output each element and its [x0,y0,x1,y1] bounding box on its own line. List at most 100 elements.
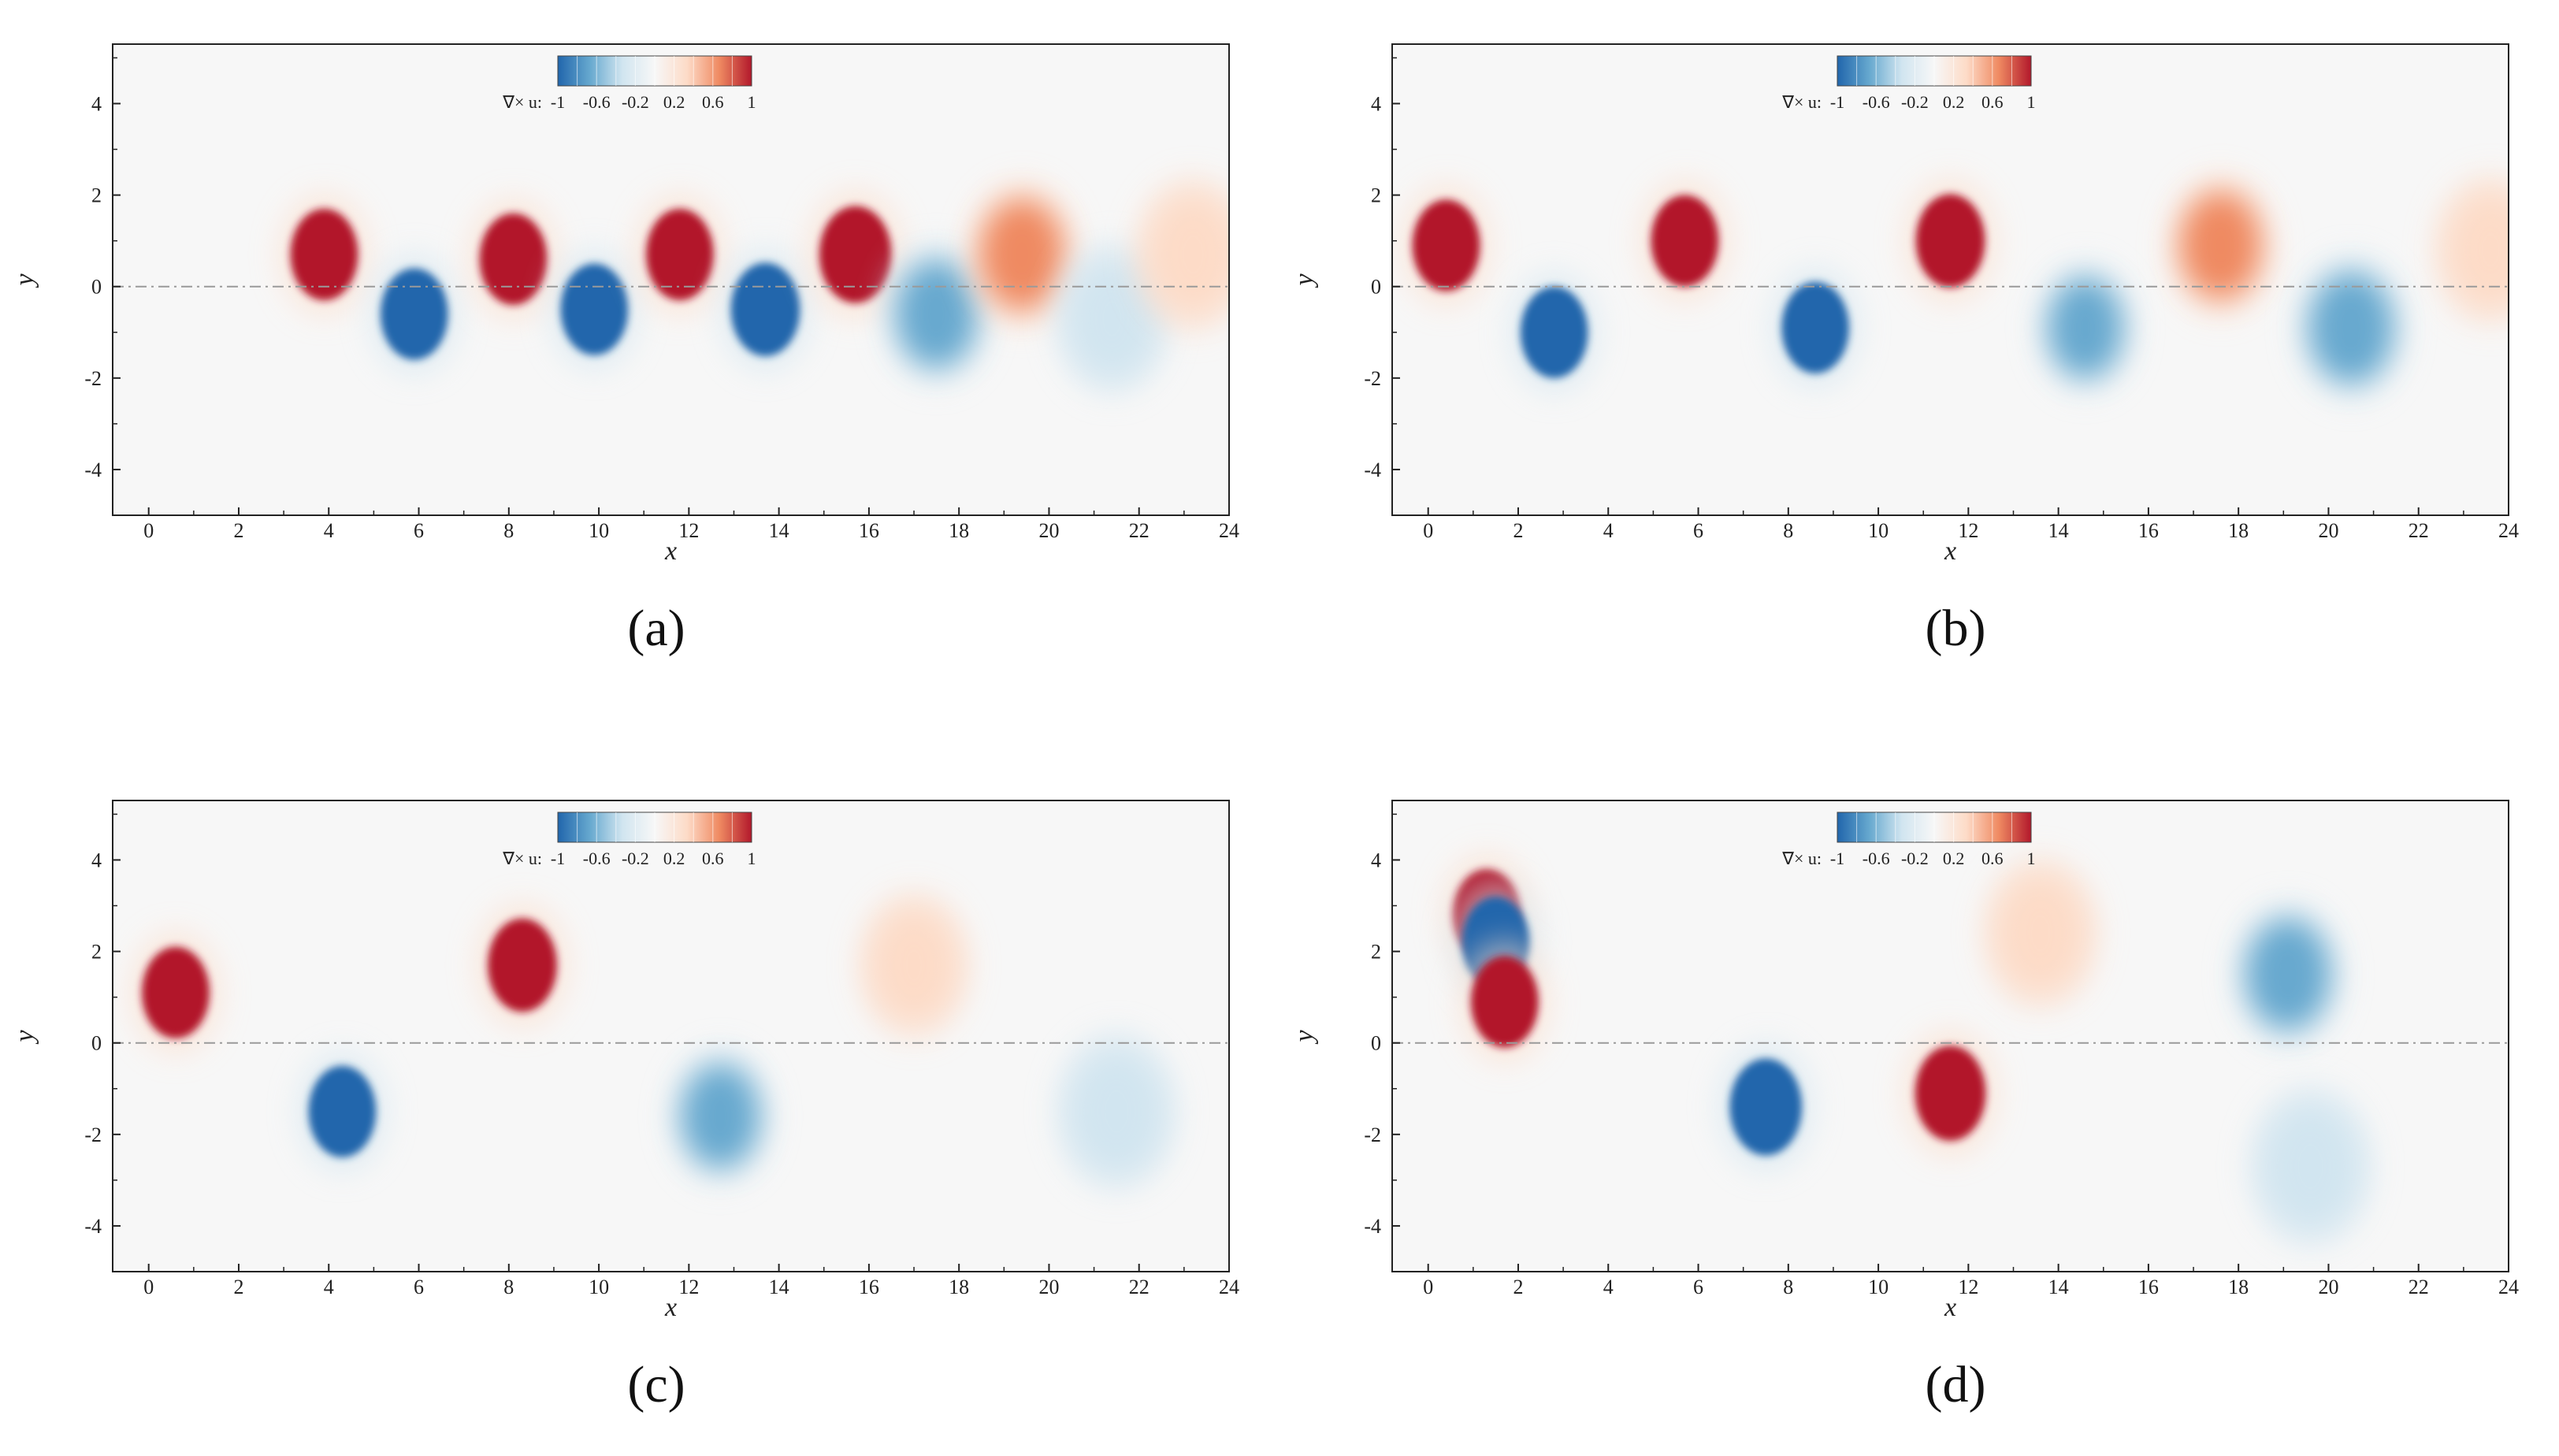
y-tick-label-4: -4 [1364,459,1381,481]
x-tick-label-10: 20 [1038,519,1059,542]
x-tick-label-12: 24 [1219,519,1239,542]
y-tick-label-3: -2 [1364,1124,1381,1146]
x-tick-label-7: 14 [2048,1276,2069,1298]
x-tick-label-9: 18 [949,519,969,542]
x-tick-label-11: 22 [1129,1276,1150,1298]
x-tick-label-7: 14 [769,1276,789,1298]
x-tick-label-8: 16 [2138,519,2159,542]
colorbar-tick-label-2: -0.2 [622,92,649,112]
panel-b: 0 2 4 6 8 10 12 14 16 18 20 22 24 4 2 0 -2 -4 x y ∇× u: -1 -0.… [1280,0,2559,599]
x-tick-label-4: 8 [503,519,514,542]
y-tick-label-1: 2 [91,184,102,207]
vortex-6 [730,262,800,356]
y-axis-label: y [10,273,39,288]
y-tick-label-2: 0 [1371,1032,1381,1055]
x-axis-label: x [1944,1293,1956,1322]
y-tick-label-0: 4 [91,92,102,115]
y-tick-label-1: 2 [1371,184,1381,207]
vortex-8 [2263,1105,2358,1228]
vortex-3 [1470,956,1539,1048]
vortex-1 [290,209,358,301]
y-tick-label-3: -2 [84,1124,102,1146]
x-tick-label-0: 0 [143,1276,154,1298]
x-tick-label-6: 12 [678,1276,699,1298]
y-axis-label: y [1290,273,1319,288]
x-tick-label-7: 14 [2048,519,2069,542]
y-tick-label-1: 2 [1371,941,1381,964]
x-tick-label-4: 8 [1783,519,1793,542]
colorbar-label: ∇× u: [502,849,542,868]
vortex-5 [871,909,956,1021]
colorbar-tick-label-3: 0.2 [1943,92,1965,112]
x-tick-label-6: 12 [1958,1276,1978,1298]
colorbar-tick-label-5: 1 [748,849,756,868]
x-tick-label-1: 2 [233,519,243,542]
colorbar-tick-label-5: 1 [748,92,756,112]
x-tick-label-0: 0 [143,519,154,542]
x-tick-label-3: 6 [1693,1276,1703,1298]
vortex-8 [896,261,977,367]
vortex-5 [1915,1046,1986,1141]
vortex-7 [819,206,892,303]
plot-frame [112,800,1230,1272]
colorbar-tick-label-1: -0.6 [583,849,611,868]
vortex-6 [1070,1051,1164,1172]
x-tick-label-2: 4 [324,519,334,542]
x-tick-label-8: 16 [859,1276,879,1298]
colorbar-tick-label-1: -0.6 [1863,92,1890,112]
vortex-2 [380,268,448,360]
x-tick-label-12: 24 [1219,1276,1239,1298]
y-tick-label-4: -4 [84,459,102,481]
x-tick-label-8: 16 [859,519,879,542]
colorbar-tick-label-4: 0.6 [1981,92,2004,112]
vortex-4 [1729,1058,1803,1156]
colorbar-tick-label-5: 1 [2027,92,2036,112]
vortex-10 [1068,261,1157,377]
x-tick-label-3: 6 [1693,519,1703,542]
x-tick-label-1: 2 [233,1276,243,1298]
x-tick-label-10: 20 [1038,1276,1059,1298]
vortex-4 [560,263,629,355]
x-tick-label-4: 8 [1783,1276,1793,1298]
x-tick-label-5: 10 [589,519,609,542]
colorbar-tick-label-3: 0.2 [663,849,685,868]
x-tick-label-2: 4 [1603,1276,1614,1298]
colorbar-tick-label-4: 0.6 [702,849,724,868]
vortex-4 [682,1064,760,1168]
x-tick-label-3: 6 [414,1276,424,1298]
x-tick-label-10: 20 [2318,1276,2338,1298]
vortex-5 [1915,194,1985,288]
x-tick-label-5: 10 [1868,519,1889,542]
y-axis-label: y [1290,1030,1319,1045]
x-tick-label-5: 10 [589,1276,609,1298]
vortex-5 [646,209,714,301]
y-tick-label-2: 0 [91,1032,102,1055]
x-tick-label-11: 22 [2409,519,2429,542]
vortex-4 [1781,281,1849,374]
colorbar-tick-label-0: -1 [551,849,565,868]
plot-frame [112,43,1230,516]
vortex-1 [142,946,210,1038]
x-tick-label-1: 2 [1513,519,1523,542]
x-tick-label-6: 12 [678,519,699,542]
y-tick-label-0: 4 [1371,92,1381,115]
vortex-7 [2246,919,2330,1030]
x-tick-label-9: 18 [949,1276,969,1298]
colorbar-label: ∇× u: [1781,92,1822,112]
x-tick-label-2: 4 [324,1276,334,1298]
colorbar-tick-label-0: -1 [1830,92,1844,112]
vortex-1 [1412,199,1480,292]
x-tick-label-6: 12 [1958,519,1978,542]
caption-d: (d) [1925,1356,1986,1413]
x-tick-label-12: 24 [2498,519,2519,542]
colorbar-tick-label-2: -0.2 [1901,849,1929,868]
colorbar-tick-label-0: -1 [1830,849,1844,868]
vortex-2 [308,1065,377,1157]
vortex-9 [2447,193,2509,307]
vortex-3 [1651,195,1719,287]
colorbar-label: ∇× u: [502,92,542,112]
colorbar-tick-label-5: 1 [2027,849,2036,868]
vortex-7 [2180,192,2261,299]
